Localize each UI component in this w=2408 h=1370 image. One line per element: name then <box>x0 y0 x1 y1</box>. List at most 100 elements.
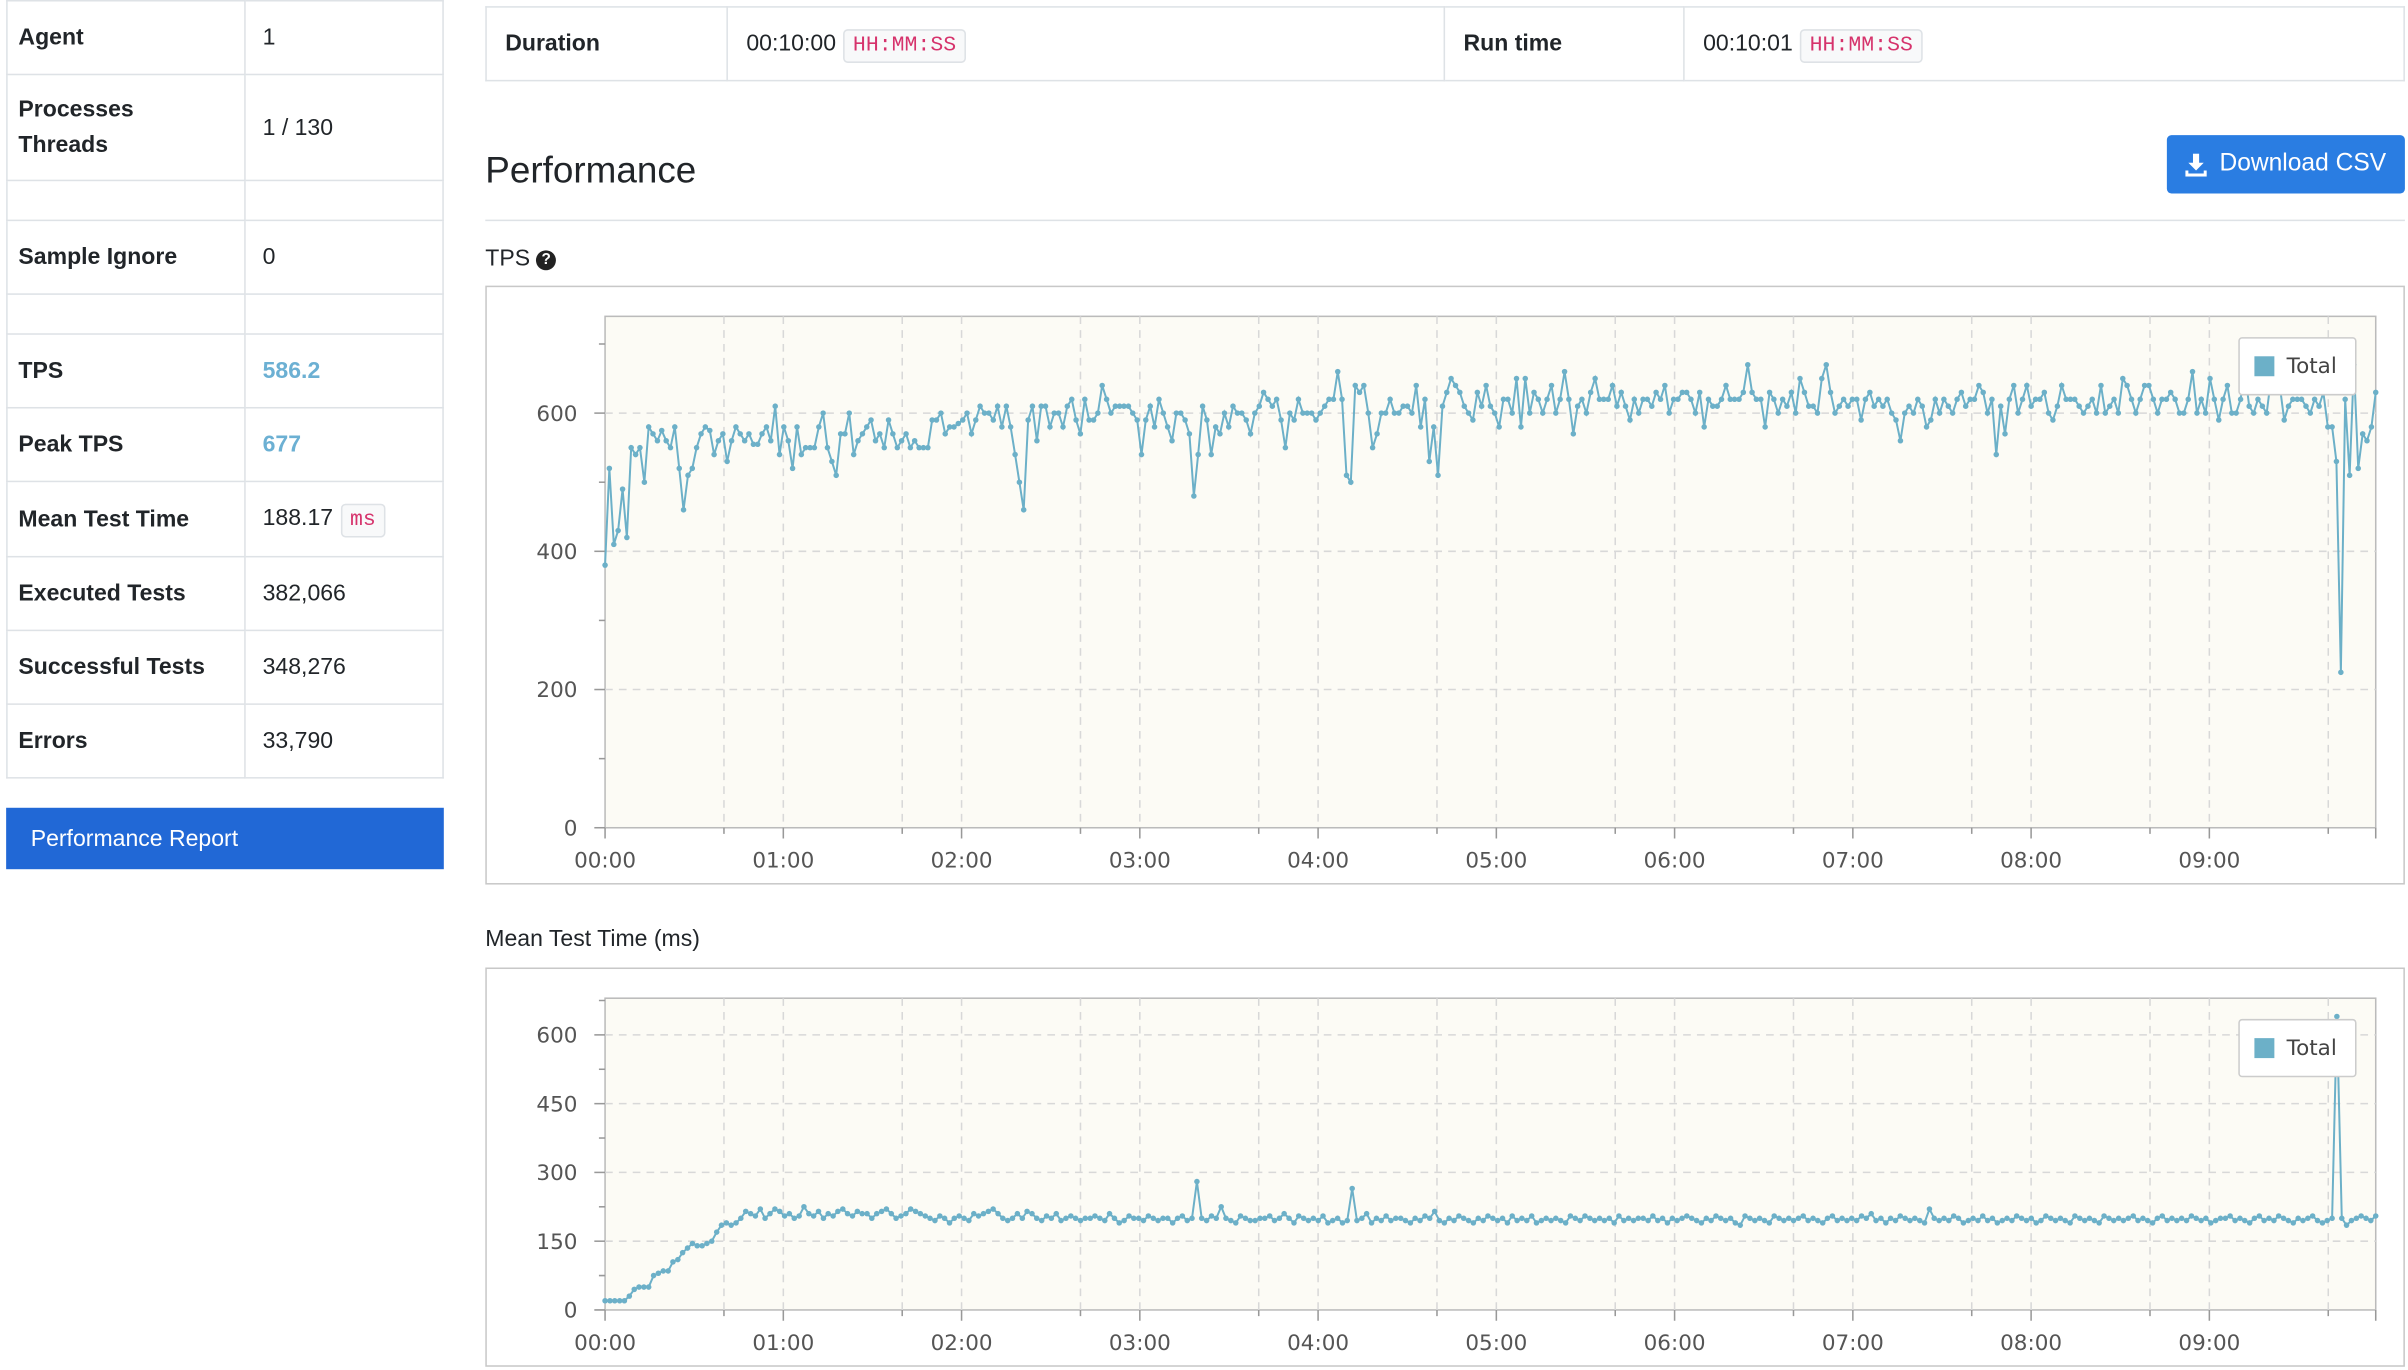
data-point <box>1043 1213 1050 1219</box>
data-point <box>1524 1217 1530 1224</box>
legend-swatch <box>2254 1038 2275 1059</box>
data-point <box>1223 1215 1229 1222</box>
stats-label: TPS <box>6 333 246 409</box>
data-point <box>1397 1215 1404 1222</box>
x-tick-label: 07:00 <box>1822 849 1884 874</box>
x-tick-label: 02:00 <box>931 849 993 874</box>
data-point <box>2193 1215 2199 1222</box>
stats-row <box>6 293 444 335</box>
data-point <box>2334 1013 2340 1020</box>
data-point <box>1388 1217 1394 1224</box>
data-point <box>1147 403 1154 409</box>
data-point <box>2216 417 2222 423</box>
stats-label: Successful Tests <box>6 629 246 705</box>
data-point <box>1365 410 1372 416</box>
data-point <box>881 444 888 451</box>
data-point <box>685 472 691 479</box>
data-point <box>2220 396 2226 403</box>
data-point <box>1129 410 1136 416</box>
data-point <box>2063 396 2069 403</box>
data-point <box>650 431 656 437</box>
data-point <box>1868 1210 1875 1217</box>
data-point <box>2202 410 2209 416</box>
download-csv-button[interactable]: Download CSV <box>2166 135 2405 194</box>
data-point <box>1713 1213 1719 1219</box>
data-point <box>632 451 639 458</box>
data-point <box>1883 1220 1889 1226</box>
data-point <box>1474 389 1481 396</box>
data-point <box>1761 1217 1768 1224</box>
data-point <box>964 410 970 416</box>
data-point <box>2154 1215 2161 1222</box>
tps-chart-svg: 0 200 400 600 00:00 01:00 02:00 03:00 04:00 05:00… <box>536 315 2379 874</box>
data-point <box>1600 396 1607 403</box>
data-point <box>1344 1217 1351 1224</box>
y-tick-label: 0 <box>564 816 578 841</box>
data-point <box>2266 1215 2272 1222</box>
data-point <box>1854 396 1860 403</box>
data-point <box>2098 382 2104 389</box>
help-icon[interactable]: ? <box>536 250 557 271</box>
data-point <box>1095 410 1101 416</box>
data-point <box>720 431 726 437</box>
data-point <box>1801 389 1808 396</box>
performance-title: Performance <box>485 150 697 192</box>
data-point <box>1217 431 1223 437</box>
data-point <box>1531 389 1537 396</box>
data-point <box>1308 410 1315 416</box>
data-point <box>1048 1215 1055 1222</box>
stats-label-line: Threads <box>18 132 109 159</box>
data-point <box>2251 1215 2258 1222</box>
data-point <box>2353 1215 2360 1222</box>
data-point <box>1775 410 1781 416</box>
x-tick-label: 08:00 <box>2000 1331 2062 1356</box>
performance-report-button[interactable]: Performance Report <box>6 807 444 870</box>
data-point <box>781 424 787 430</box>
data-point <box>1538 1217 1545 1224</box>
data-point <box>2316 403 2322 409</box>
stats-row: Processes Threads 1 / 130 <box>6 73 444 182</box>
data-point <box>619 486 626 492</box>
data-point <box>980 1210 987 1217</box>
data-point <box>1125 403 1132 409</box>
data-point <box>1069 396 1075 403</box>
data-point <box>1012 451 1018 458</box>
data-point <box>711 451 717 458</box>
legend-label: Total <box>2286 354 2337 379</box>
data-point <box>1077 431 1084 437</box>
stats-value-cell <box>244 293 444 335</box>
stats-value-cell: 1 / 130 <box>244 73 444 182</box>
data-point <box>602 562 608 568</box>
data-point <box>1291 417 1297 423</box>
data-point <box>2194 410 2200 416</box>
duration-cell: 00:10:00 HH:MM:SS <box>726 6 1446 82</box>
data-point <box>1242 1215 1249 1222</box>
data-point <box>2091 1217 2098 1224</box>
data-point <box>636 1284 642 1290</box>
data-point <box>1679 389 1686 396</box>
data-point <box>1645 1217 1651 1224</box>
y-tick-label: 0 <box>564 1299 578 1324</box>
stats-label: Sample Ignore <box>6 219 246 295</box>
data-point <box>709 1238 715 1244</box>
data-point <box>2101 1213 2107 1219</box>
data-point <box>893 1215 899 1222</box>
data-point <box>2346 472 2353 479</box>
data-point <box>746 431 752 437</box>
data-point <box>1295 1213 1302 1219</box>
data-point <box>1135 1215 1142 1222</box>
data-point <box>1150 1215 1157 1222</box>
data-point <box>877 431 883 437</box>
data-point <box>2110 1217 2117 1224</box>
data-point <box>704 1240 710 1247</box>
download-csv-label: Download CSV <box>2219 150 2387 177</box>
data-point <box>1068 1213 1074 1219</box>
data-point <box>2294 396 2301 403</box>
data-point <box>1625 1215 1632 1222</box>
data-point <box>2303 403 2309 409</box>
y-tick-label: 600 <box>536 402 577 427</box>
x-tick-label: 08:00 <box>2000 849 2062 874</box>
data-point <box>772 1206 778 1212</box>
data-point <box>917 1210 924 1217</box>
data-point <box>1393 1215 1399 1222</box>
